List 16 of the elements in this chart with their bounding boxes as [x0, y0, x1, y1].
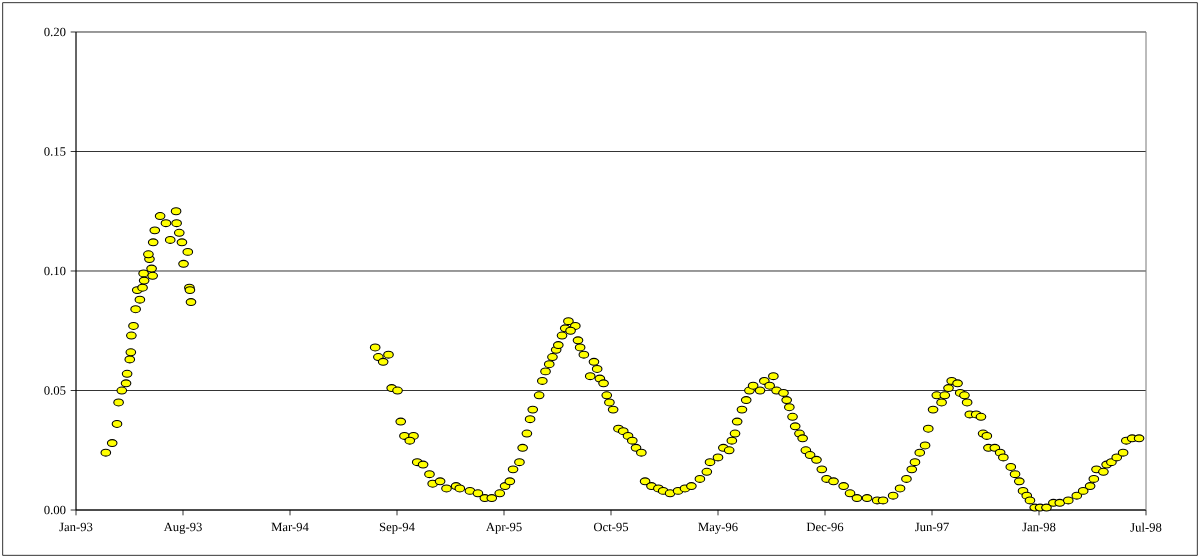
x-tick-label: Aug-93 [163, 522, 202, 534]
y-tick-label: 0.20 [44, 27, 66, 37]
x-tick-label: Apr-95 [485, 522, 522, 534]
x-tick-label: Sep-94 [379, 522, 415, 534]
x-tick-label: May-96 [698, 522, 738, 534]
x-tick-label: Dec-96 [806, 522, 844, 532]
x-tick-label: Jan-93 [59, 522, 93, 532]
y-tick-label: 0.05 [44, 386, 66, 395]
y-tick-label: 0.10 [44, 266, 66, 276]
x-tick-label: Jan-98 [1022, 522, 1056, 532]
x-tick-label: Jul-98 [1130, 522, 1162, 532]
x-tick-label: Mar-94 [271, 522, 309, 532]
x-tick-label: Jun-97 [915, 522, 949, 532]
y-tick-label: 0.00 [44, 505, 66, 515]
y-tick-label: 0.15 [44, 147, 66, 156]
x-tick-label: Oct-95 [593, 522, 629, 532]
